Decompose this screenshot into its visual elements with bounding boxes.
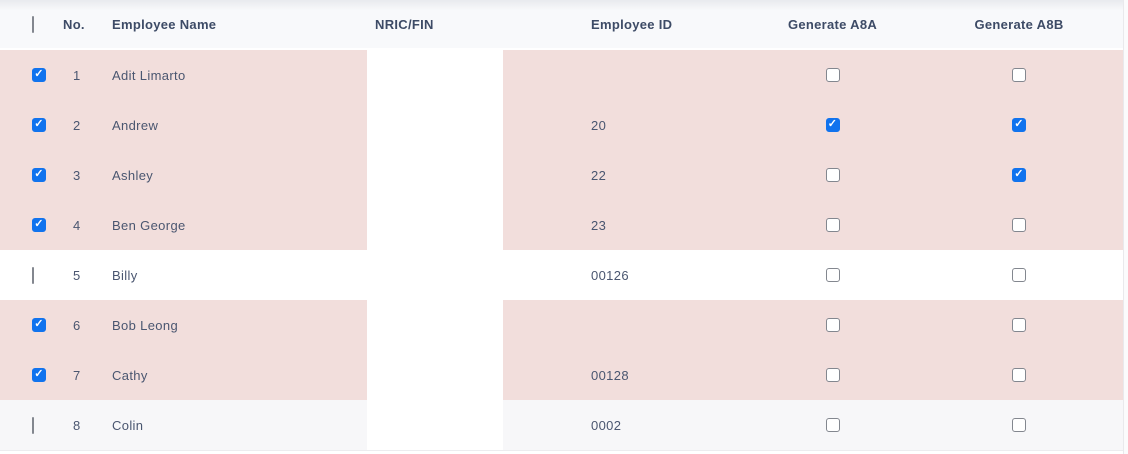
generate-a8b-cell xyxy=(915,418,1123,432)
employee-name-cell: Ben George xyxy=(112,217,186,233)
generate-a8b-checkbox[interactable] xyxy=(1012,118,1026,132)
table-row: 6 Bob Leong xyxy=(0,300,1123,350)
generate-a8b-cell xyxy=(915,168,1123,182)
employee-id-cell: 22 xyxy=(591,167,607,183)
row-select-checkbox[interactable] xyxy=(32,168,46,182)
row-number-cell: 8 xyxy=(73,417,81,433)
employee-name-cell: Bob Leong xyxy=(112,317,179,333)
employee-id-cell: 0002 xyxy=(591,417,622,433)
row-select-cell xyxy=(0,368,60,382)
row-select-cell xyxy=(0,118,60,132)
row-select-checkbox[interactable] xyxy=(32,318,46,332)
row-select-cell xyxy=(0,416,60,434)
row-number-cell: 4 xyxy=(73,217,81,233)
generate-a8a-cell xyxy=(750,418,915,432)
row-select-checkbox[interactable] xyxy=(32,368,46,382)
column-header-generate-a8a: Generate A8A xyxy=(787,16,878,32)
table-row: 3 Ashley 22 xyxy=(0,150,1123,200)
generate-a8a-cell xyxy=(750,68,915,82)
row-select-cell xyxy=(0,318,60,332)
employee-id-cell: 00126 xyxy=(591,267,629,283)
row-select-cell xyxy=(0,168,60,182)
row-select-cell xyxy=(0,68,60,82)
employee-name-cell: Cathy xyxy=(112,367,148,383)
table-row: 5 Billy 00126 xyxy=(0,250,1123,300)
generate-a8b-cell xyxy=(915,68,1123,82)
row-number-cell: 3 xyxy=(73,167,81,183)
generate-a8a-checkbox[interactable] xyxy=(825,368,840,382)
generate-a8a-checkbox[interactable] xyxy=(825,68,840,82)
nric-fin-cell xyxy=(367,400,503,450)
table-row: 8 Colin 0002 xyxy=(0,400,1123,450)
generate-a8b-checkbox[interactable] xyxy=(1012,318,1026,332)
generate-a8b-checkbox[interactable] xyxy=(1012,268,1026,282)
row-select-checkbox[interactable] xyxy=(32,118,46,132)
employee-name-cell: Colin xyxy=(112,417,144,433)
table-header-row: No. Employee Name NRIC/FIN Employee ID G… xyxy=(0,0,1123,50)
generate-a8a-cell xyxy=(750,218,915,232)
generate-a8b-cell xyxy=(915,218,1123,232)
generate-a8b-checkbox[interactable] xyxy=(1012,218,1026,232)
generate-a8a-checkbox[interactable] xyxy=(825,218,840,232)
employee-name-cell: Adit Limarto xyxy=(112,67,186,83)
row-select-checkbox[interactable] xyxy=(32,218,46,232)
row-select-cell xyxy=(0,266,60,284)
generate-a8b-checkbox[interactable] xyxy=(1012,168,1026,182)
nric-fin-cell xyxy=(367,250,503,300)
generate-a8a-checkbox[interactable] xyxy=(825,318,840,332)
generate-a8a-checkbox[interactable] xyxy=(825,418,840,432)
nric-fin-cell xyxy=(367,300,503,350)
row-number-cell: 1 xyxy=(73,67,81,83)
generate-a8b-cell xyxy=(915,318,1123,332)
nric-fin-cell xyxy=(367,350,503,400)
generate-a8a-cell xyxy=(750,268,915,282)
generate-a8a-checkbox[interactable] xyxy=(825,118,840,132)
row-select-checkbox[interactable] xyxy=(32,416,34,434)
employee-id-cell: 00128 xyxy=(591,367,629,383)
row-select-checkbox[interactable] xyxy=(32,266,34,284)
generate-a8b-checkbox[interactable] xyxy=(1012,68,1026,82)
employee-name-cell: Ashley xyxy=(112,167,154,183)
column-header-no: No. xyxy=(63,16,85,32)
employee-name-cell: Billy xyxy=(112,267,138,283)
generate-a8b-cell xyxy=(915,118,1123,132)
nric-fin-cell xyxy=(367,150,503,200)
nric-fin-cell xyxy=(367,100,503,150)
row-number-cell: 7 xyxy=(73,367,81,383)
row-select-cell xyxy=(0,218,60,232)
select-all-cell xyxy=(0,15,60,33)
generate-a8b-checkbox[interactable] xyxy=(1012,368,1026,382)
generate-a8b-cell xyxy=(915,268,1123,282)
nric-fin-cell xyxy=(367,200,503,250)
generate-a8b-cell xyxy=(915,368,1123,382)
column-header-employee-name: Employee Name xyxy=(112,16,217,32)
generate-a8a-checkbox[interactable] xyxy=(825,168,840,182)
generate-a8b-checkbox[interactable] xyxy=(1012,418,1026,432)
column-header-nric-fin: NRIC/FIN xyxy=(375,16,434,32)
employee-id-cell: 23 xyxy=(591,217,607,233)
employee-name-cell: Andrew xyxy=(112,117,159,133)
row-select-checkbox[interactable] xyxy=(32,68,46,82)
generate-a8a-cell xyxy=(750,368,915,382)
employee-id-cell: 20 xyxy=(591,117,607,133)
table-row: 1 Adit Limarto xyxy=(0,50,1123,100)
table-body: 1 Adit Limarto 2 Andrew 20 3 Ashley 22 4 Ben Geor… xyxy=(0,50,1123,451)
generate-a8a-cell xyxy=(750,318,915,332)
generate-a8a-cell xyxy=(750,118,915,132)
generate-a8a-checkbox[interactable] xyxy=(825,268,840,282)
generate-a8a-cell xyxy=(750,168,915,182)
select-all-checkbox[interactable] xyxy=(32,15,34,33)
table-row: 2 Andrew 20 xyxy=(0,100,1123,150)
column-header-generate-a8b: Generate A8B xyxy=(974,16,1064,32)
table-row: 4 Ben George 23 xyxy=(0,200,1123,250)
table-row: 7 Cathy 00128 xyxy=(0,350,1123,400)
column-header-employee-id: Employee ID xyxy=(591,16,673,32)
row-number-cell: 5 xyxy=(73,267,81,283)
row-number-cell: 2 xyxy=(73,117,81,133)
nric-fin-cell xyxy=(367,50,503,100)
row-number-cell: 6 xyxy=(73,317,81,333)
scrollbar-track[interactable] xyxy=(1123,0,1128,454)
